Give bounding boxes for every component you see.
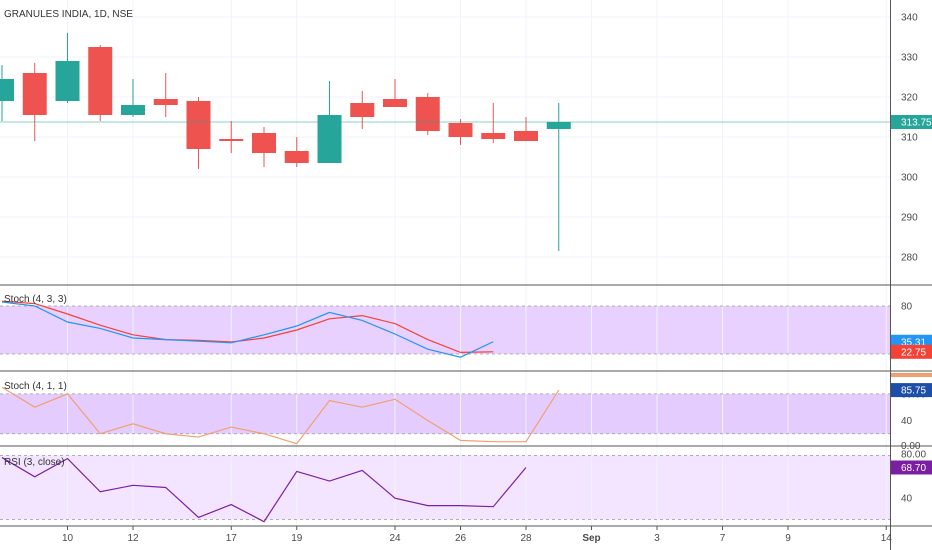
candle-body xyxy=(252,133,276,153)
stoch2-marker xyxy=(891,373,932,377)
candle-body xyxy=(546,122,571,129)
candle-body xyxy=(88,47,113,115)
indicator-band xyxy=(0,393,890,434)
candle-body xyxy=(383,99,407,107)
rsi-tick-label: 40 xyxy=(901,494,913,505)
candle-body xyxy=(415,97,440,131)
candle-body xyxy=(317,115,342,163)
candle-body xyxy=(514,131,538,141)
stoch2-value: 85.75 xyxy=(901,386,926,397)
x-tick-label: 24 xyxy=(389,533,401,544)
stoch-k-value: 35.31 xyxy=(901,337,926,348)
stoch-d-tag xyxy=(891,344,932,359)
x-tick-label: 10 xyxy=(62,533,74,544)
x-tick-label: 3 xyxy=(654,533,660,544)
stoch2-tick-label: 40 xyxy=(901,416,913,427)
price-tick-label: 280 xyxy=(901,253,918,264)
rsi-tag xyxy=(891,460,932,475)
price-tick-label: 290 xyxy=(901,213,918,224)
price-tick-label: 300 xyxy=(901,173,918,184)
price-chart-title: GRANULES INDIA, 1D, NSE xyxy=(4,9,133,20)
candle-body xyxy=(219,139,244,141)
stoch-tick-label: 80 xyxy=(901,302,913,313)
x-tick-label: 28 xyxy=(520,533,532,544)
indicator-band xyxy=(0,455,890,520)
stoch2-tag xyxy=(891,383,932,398)
rsi-value: 68.70 xyxy=(901,463,926,474)
stoch-d-line xyxy=(1,300,494,354)
candle-body xyxy=(22,73,47,115)
candle-body xyxy=(481,133,506,139)
candle-body xyxy=(350,103,375,117)
chart-backgrounds xyxy=(0,306,890,520)
x-tick-label: 26 xyxy=(455,533,467,544)
stoch-fast-line xyxy=(1,386,560,445)
stoch-d-value: 22.75 xyxy=(901,347,926,358)
x-tick-label: 12 xyxy=(127,533,139,544)
x-tick-label: 14 xyxy=(881,533,893,544)
chart-marks xyxy=(0,33,890,523)
candle-body xyxy=(55,61,80,101)
x-tick-label: 7 xyxy=(720,533,726,544)
price-tick-label: 310 xyxy=(901,133,918,144)
candle-body xyxy=(448,123,473,137)
last-price-tag xyxy=(891,115,932,129)
candle-body xyxy=(153,99,178,105)
candle-body xyxy=(0,79,14,101)
x-tick-label: 17 xyxy=(226,533,238,544)
rsi-top-label: 80.00 xyxy=(901,449,926,460)
price-tick-label: 340 xyxy=(901,13,918,24)
candle-body xyxy=(186,101,211,149)
x-tick-label: Sep xyxy=(582,533,600,544)
candle-body xyxy=(284,151,309,163)
stoch-title: Stoch (4, 3, 3) xyxy=(4,294,67,305)
x-tick-label: 19 xyxy=(291,533,303,544)
stoch-k-line xyxy=(1,301,494,358)
candle-body xyxy=(121,105,145,115)
x-tick-label: 9 xyxy=(785,533,791,544)
rsi-line xyxy=(1,457,527,523)
stoch2-zero-label: 0.00 xyxy=(901,441,921,452)
stoch2-title: Stoch (4, 1, 1) xyxy=(4,381,67,392)
rsi-title: RSI (3, close) xyxy=(4,457,65,468)
price-tick-label: 330 xyxy=(901,53,918,64)
last-price-label: 313.75 xyxy=(901,118,932,129)
price-tick-label: 320 xyxy=(901,93,918,104)
grid-lines xyxy=(0,0,890,525)
